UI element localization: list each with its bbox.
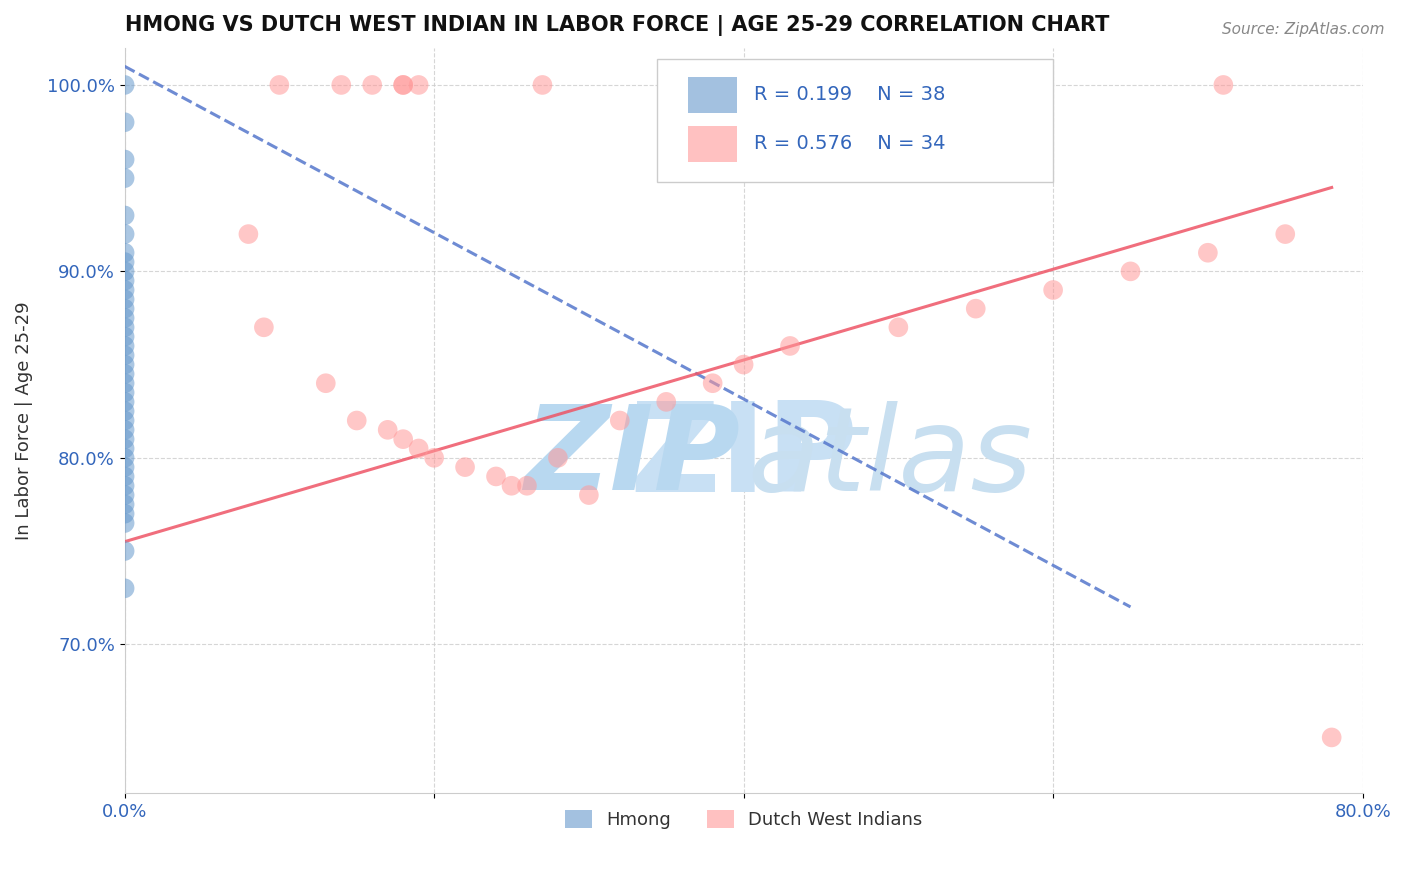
Point bbox=[114, 339, 136, 353]
Point bbox=[1212, 78, 1234, 92]
Point bbox=[779, 339, 801, 353]
Point bbox=[114, 274, 136, 288]
Point bbox=[114, 348, 136, 362]
Point bbox=[114, 171, 136, 186]
Text: ZIPatlas: ZIPatlas bbox=[458, 397, 1029, 518]
Legend: Hmong, Dutch West Indians: Hmong, Dutch West Indians bbox=[557, 803, 929, 837]
Text: ZIP: ZIP bbox=[630, 397, 858, 518]
Point bbox=[485, 469, 508, 483]
Point bbox=[114, 367, 136, 381]
Point bbox=[114, 78, 136, 92]
Point bbox=[361, 78, 384, 92]
Point bbox=[1197, 245, 1219, 260]
Point bbox=[315, 376, 337, 391]
Point bbox=[114, 544, 136, 558]
Point bbox=[516, 479, 538, 493]
Point bbox=[114, 479, 136, 493]
Point bbox=[1119, 264, 1142, 278]
Point bbox=[114, 329, 136, 343]
Text: HMONG VS DUTCH WEST INDIAN IN LABOR FORCE | AGE 25-29 CORRELATION CHART: HMONG VS DUTCH WEST INDIAN IN LABOR FORC… bbox=[125, 15, 1109, 36]
Point bbox=[114, 293, 136, 307]
Text: R = 0.199    N = 38: R = 0.199 N = 38 bbox=[754, 85, 945, 104]
Point bbox=[392, 432, 415, 446]
Point bbox=[114, 442, 136, 456]
Point bbox=[114, 283, 136, 297]
Point bbox=[114, 582, 136, 596]
Point bbox=[114, 469, 136, 483]
Point bbox=[655, 395, 678, 409]
Bar bbox=[688, 126, 737, 161]
Point bbox=[377, 423, 399, 437]
Point bbox=[238, 227, 260, 241]
Text: atlas: atlas bbox=[748, 401, 1032, 515]
Point bbox=[114, 497, 136, 511]
Point bbox=[346, 413, 368, 427]
Y-axis label: In Labor Force | Age 25-29: In Labor Force | Age 25-29 bbox=[15, 301, 32, 540]
Point bbox=[114, 227, 136, 241]
Point bbox=[114, 358, 136, 372]
Point bbox=[733, 358, 755, 372]
Point bbox=[114, 413, 136, 427]
Point bbox=[392, 78, 415, 92]
Point bbox=[609, 413, 631, 427]
Point bbox=[114, 376, 136, 391]
Point bbox=[114, 255, 136, 269]
Point bbox=[1042, 283, 1064, 297]
Point bbox=[547, 450, 569, 465]
Text: Source: ZipAtlas.com: Source: ZipAtlas.com bbox=[1222, 22, 1385, 37]
Text: R = 0.576    N = 34: R = 0.576 N = 34 bbox=[754, 134, 945, 153]
Point bbox=[253, 320, 276, 334]
Point bbox=[578, 488, 600, 502]
Point bbox=[531, 78, 554, 92]
Point bbox=[114, 507, 136, 521]
Point bbox=[1274, 227, 1296, 241]
Point bbox=[114, 395, 136, 409]
Point bbox=[114, 115, 136, 129]
Point bbox=[702, 376, 724, 391]
Point bbox=[114, 301, 136, 316]
Point bbox=[408, 78, 430, 92]
Point bbox=[887, 320, 910, 334]
Point bbox=[114, 385, 136, 400]
Point bbox=[269, 78, 291, 92]
Point bbox=[114, 450, 136, 465]
Point bbox=[454, 460, 477, 475]
Point bbox=[501, 479, 523, 493]
Point bbox=[114, 516, 136, 530]
Bar bbox=[688, 78, 737, 113]
Point bbox=[114, 432, 136, 446]
Point bbox=[408, 442, 430, 456]
Point bbox=[114, 404, 136, 418]
Point bbox=[965, 301, 987, 316]
Point bbox=[114, 423, 136, 437]
Point bbox=[114, 209, 136, 223]
Point bbox=[114, 245, 136, 260]
Point bbox=[114, 153, 136, 167]
Point bbox=[392, 78, 415, 92]
Point bbox=[114, 320, 136, 334]
Point bbox=[114, 310, 136, 325]
Point bbox=[114, 488, 136, 502]
Text: ZIP: ZIP bbox=[524, 401, 740, 516]
Point bbox=[423, 450, 446, 465]
Point bbox=[114, 264, 136, 278]
FancyBboxPatch shape bbox=[657, 59, 1053, 182]
Point bbox=[330, 78, 353, 92]
Point bbox=[1320, 731, 1343, 745]
Point bbox=[114, 460, 136, 475]
